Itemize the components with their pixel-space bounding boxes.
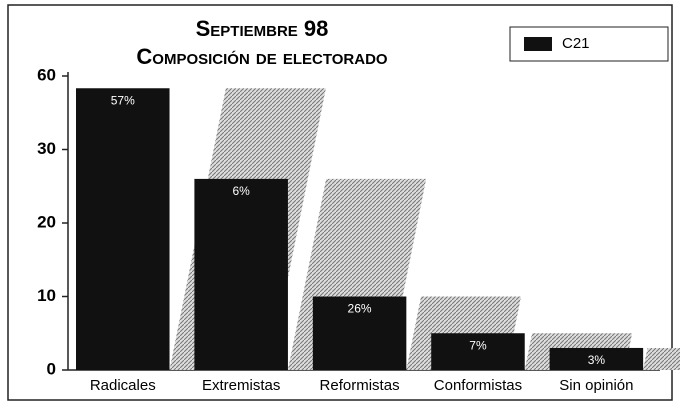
bar-annotation: 26% [348,302,372,316]
x-tick-label: Radicales [90,377,156,394]
bar-annotation: 57% [111,93,135,107]
chart-title: Septiembre 98 [196,16,329,41]
y-tick-label: 0 [47,359,56,378]
bar [194,178,288,370]
legend-swatch [524,37,552,51]
bar [549,347,644,370]
x-tick-label: Extremistas [202,377,280,394]
x-tick-label: Conformistas [434,377,522,394]
bar [312,296,407,370]
y-tick-label: 30 [37,139,56,158]
bar-shadow [643,347,680,370]
bar-annotation: 7% [469,338,487,352]
bar [76,88,170,370]
bar-annotation: 3% [588,353,606,367]
bar-annotation: 6% [232,184,250,198]
chart-subtitle: Composición de electorado [136,44,388,69]
y-tick-label: 20 [37,212,56,231]
bar [431,333,525,370]
x-tick-label: Reformistas [320,377,400,394]
y-tick-label: 10 [37,286,56,305]
x-tick-label: Sin opinión [559,377,633,394]
legend: C21 [509,26,669,62]
y-tick-label: 60 [37,65,56,84]
frame [7,4,673,401]
legend-label: C21 [562,35,590,52]
